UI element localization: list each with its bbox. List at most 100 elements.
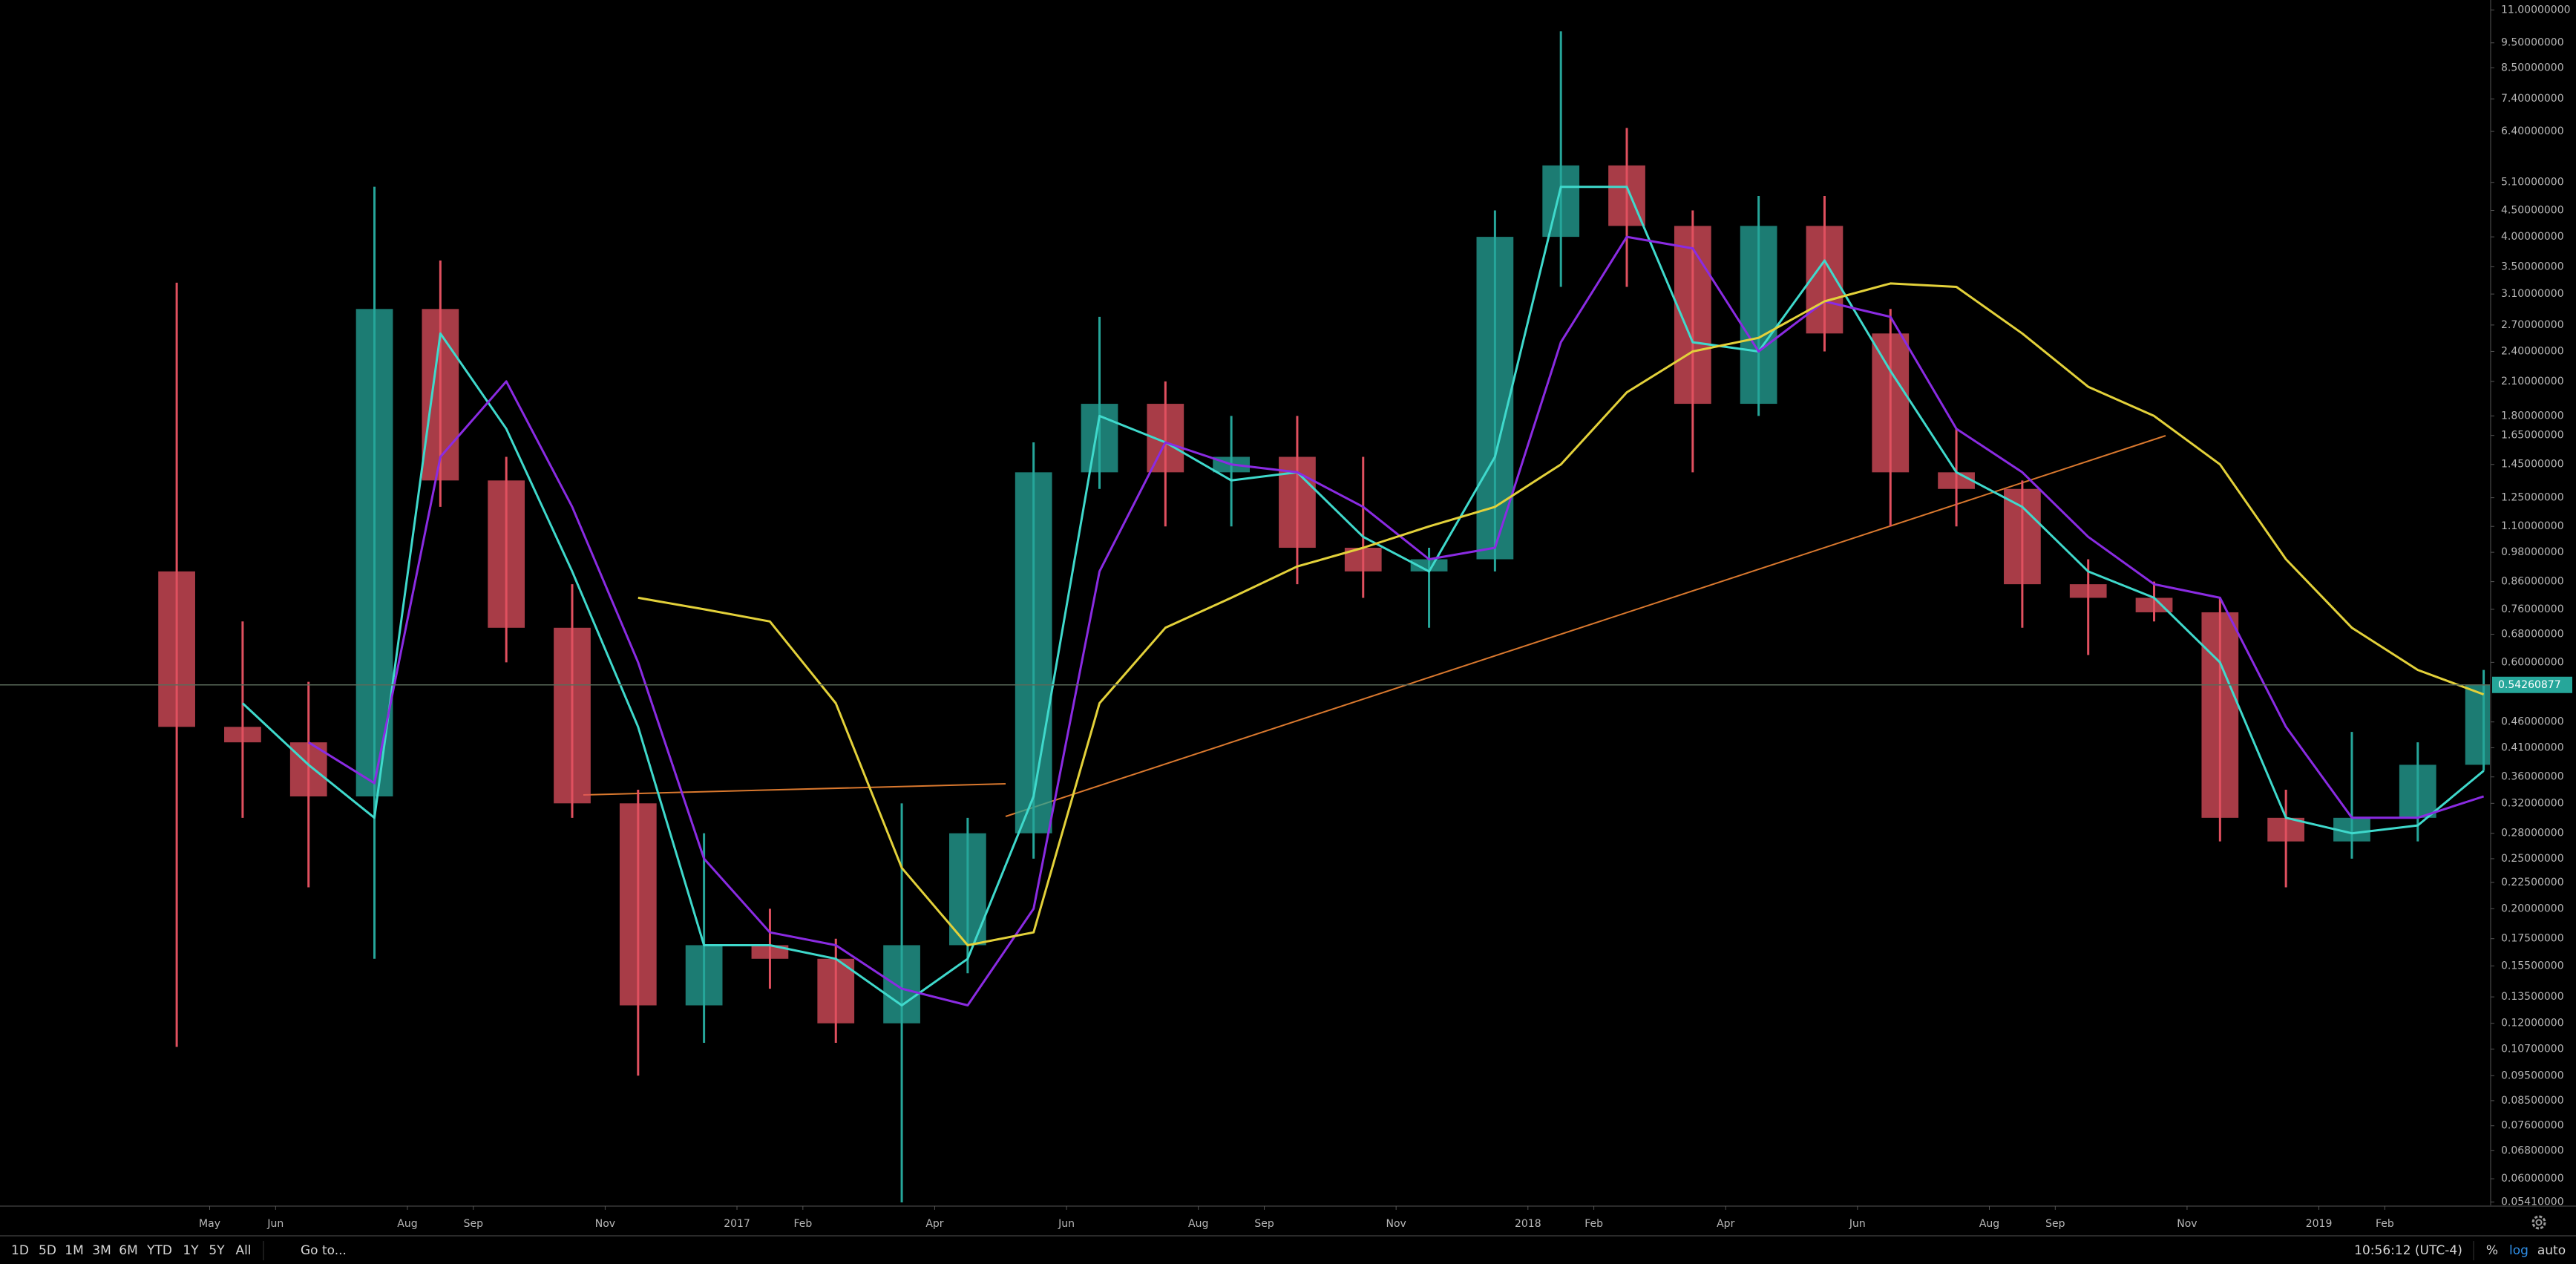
y-tick-label: 0.46000000 (2501, 716, 2564, 728)
range-button[interactable]: 6M (119, 1243, 137, 1258)
y-tick-label: 3.50000000 (2501, 261, 2564, 272)
y-tick-label: 0.06800000 (2501, 1145, 2564, 1156)
candle-body (2399, 764, 2436, 818)
y-tick-label: 8.50000000 (2501, 62, 2564, 73)
scale-option[interactable]: log (2509, 1243, 2529, 1258)
x-tick-label: 2017 (724, 1218, 750, 1230)
x-tick-label: Sep (1254, 1218, 1274, 1230)
x-tick-label: Feb (793, 1218, 812, 1230)
y-tick-label: 0.60000000 (2501, 656, 2564, 668)
y-tick-label: 11.00000000 (2501, 4, 2571, 16)
range-button[interactable]: 1Y (183, 1243, 199, 1258)
x-tick-label: Aug (1979, 1218, 1999, 1230)
clock: 10:56:12 (UTC-4) (2354, 1243, 2462, 1258)
range-button[interactable]: 5D (39, 1243, 56, 1258)
candle-body (1674, 226, 1711, 405)
range-button[interactable]: 1M (65, 1243, 83, 1258)
x-tick-label: Feb (2376, 1218, 2394, 1230)
x-tick-label: Aug (1188, 1218, 1208, 1230)
y-tick-label: 1.65000000 (2501, 430, 2564, 442)
candle-body (883, 945, 920, 1024)
x-tick-label: Nov (1386, 1218, 1406, 1230)
candle-body (1081, 404, 1118, 473)
trend-line (1005, 435, 2166, 817)
y-tick-label: 0.09500000 (2501, 1070, 2564, 1081)
candle-body (817, 958, 855, 1024)
y-tick-label: 4.50000000 (2501, 205, 2564, 217)
y-tick-label: 0.15500000 (2501, 960, 2564, 972)
candle-body (355, 309, 393, 797)
x-tick-label: Apr (925, 1218, 943, 1230)
candle-body (1476, 237, 1514, 560)
x-tick-label: Jun (266, 1218, 284, 1230)
goto-button[interactable]: Go to... (301, 1243, 347, 1258)
candle-body (2004, 488, 2041, 585)
y-tick-label: 0.41000000 (2501, 741, 2564, 753)
y-tick-label: 0.22500000 (2501, 877, 2564, 888)
y-tick-label: 9.50000000 (2501, 37, 2564, 49)
last-price-label: 0.54260877 (2498, 679, 2561, 691)
x-tick-label: 2018 (1515, 1218, 1541, 1230)
candle-body (1542, 165, 1580, 238)
y-tick-label: 1.45000000 (2501, 459, 2564, 471)
candle-body (1872, 333, 1910, 473)
y-tick-label: 0.25000000 (2501, 853, 2564, 865)
scale-option[interactable]: auto (2537, 1243, 2566, 1258)
y-tick-label: 0.17500000 (2501, 933, 2564, 945)
x-tick-label: 2019 (2306, 1218, 2333, 1230)
y-tick-label: 0.32000000 (2501, 797, 2564, 809)
candle-body (1015, 472, 1052, 834)
candle-body (488, 480, 525, 628)
y-tick-label: 1.10000000 (2501, 520, 2564, 532)
x-tick-label: May (199, 1218, 220, 1230)
y-tick-label: 1.80000000 (2501, 410, 2564, 422)
y-tick-label: 0.10700000 (2501, 1043, 2564, 1055)
y-tick-label: 0.98000000 (2501, 546, 2564, 558)
range-button[interactable]: 5Y (209, 1243, 225, 1258)
toolbar: Go to... 10:56:12 (UTC-4) 1D 5D 1M 3M 6M YTD 1… (11, 1215, 2566, 1260)
y-tick-label: 0.20000000 (2501, 903, 2564, 914)
range-button[interactable]: All (235, 1243, 251, 1258)
y-tick-label: 6.40000000 (2501, 125, 2564, 137)
scale-option[interactable]: % (2486, 1243, 2498, 1258)
candle-body (2465, 684, 2491, 765)
range-button[interactable]: 1D (11, 1243, 29, 1258)
candle-body (554, 627, 591, 804)
x-tick-label: Sep (464, 1218, 484, 1230)
y-tick-label: 0.05410000 (2501, 1196, 2564, 1208)
x-tick-label: Nov (2177, 1218, 2197, 1230)
last-price-badge (2492, 676, 2572, 693)
candle-body (619, 803, 657, 1006)
y-tick-label: 2.70000000 (2501, 319, 2564, 331)
settings-icon[interactable] (2531, 1215, 2546, 1230)
y-tick-label: 2.10000000 (2501, 376, 2564, 387)
y-tick-label: 0.08500000 (2501, 1095, 2564, 1107)
candle-body (224, 727, 261, 743)
x-tick-label: Apr (1717, 1218, 1734, 1230)
range-button[interactable]: 3M (92, 1243, 111, 1258)
candle-body (751, 945, 789, 959)
y-tick-label: 0.68000000 (2501, 629, 2564, 641)
y-tick-label: 7.40000000 (2501, 93, 2564, 105)
trend-line (583, 783, 1006, 796)
y-tick-label: 0.86000000 (2501, 576, 2564, 588)
candle-body (1938, 472, 1975, 489)
y-tick-label: 0.36000000 (2501, 771, 2564, 783)
y-tick-label: 4.00000000 (2501, 231, 2564, 243)
x-tick-label: Aug (397, 1218, 417, 1230)
y-tick-label: 0.28000000 (2501, 828, 2564, 839)
x-tick-label: Nov (595, 1218, 615, 1230)
candle-body (2201, 612, 2239, 818)
x-tick-label: Jun (1849, 1218, 1866, 1230)
y-tick-label: 1.25000000 (2501, 492, 2564, 504)
y-tick-label: 5.10000000 (2501, 177, 2564, 189)
y-tick-label: 2.40000000 (2501, 345, 2564, 357)
x-tick-label: Sep (2045, 1218, 2065, 1230)
x-tick-label: Feb (1584, 1218, 1603, 1230)
y-tick-label: 0.13500000 (2501, 991, 2564, 1003)
ma-line (241, 186, 2485, 1006)
candle-body (1740, 226, 1777, 405)
range-button[interactable]: YTD (146, 1243, 172, 1258)
